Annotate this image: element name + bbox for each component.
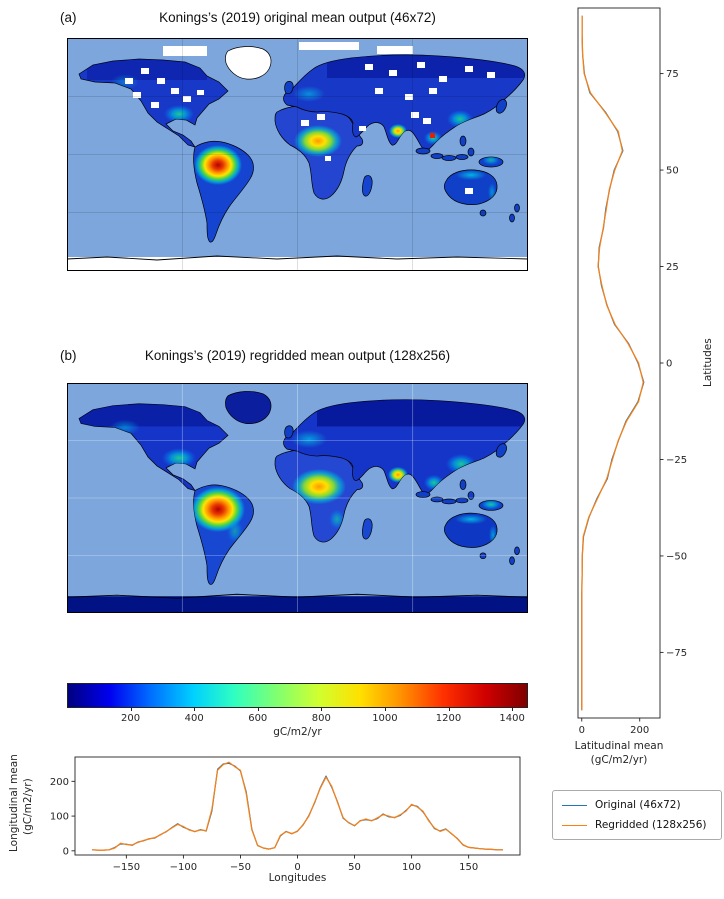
lat-ytick-label: 50 (666, 166, 679, 177)
map-panel-b (67, 383, 528, 613)
lon-xtick-label: 150 (459, 862, 478, 873)
lon-ytick-label: 0 (63, 846, 69, 857)
lon-ylabel-line2: (gC/m2/yr) (22, 778, 34, 835)
antarctica-a (67, 255, 528, 271)
lon-xtick-label: 100 (402, 862, 421, 873)
legend-label-regridded: Regridded (128x256) (595, 819, 707, 831)
colorbar-tick-label: 1200 (435, 713, 462, 724)
lat-ylabel: Latitudes (702, 338, 714, 387)
lon-xtick-label: −50 (230, 862, 251, 873)
lat-ytick-label: 0 (666, 359, 672, 370)
lon-ylabel-line1: Longitudinal mean (8, 754, 20, 852)
map-panel-a (67, 38, 528, 271)
colorbar-unit-label: gC/m2/yr (273, 726, 322, 738)
colorbar-tick-label: 400 (184, 713, 204, 724)
lat-ytick-label: −50 (666, 551, 687, 562)
lat-ytick-label: −75 (666, 648, 687, 659)
lon-xtick-label: 0 (294, 862, 300, 873)
colorbar-tick-label: 800 (311, 713, 331, 724)
colorbar-tick-mark (512, 708, 514, 711)
colorbar-ticks: 200 400 600 800 1000 1200 1400 (67, 708, 528, 728)
lat-xlabel-line2: (gC/m2/yr) (590, 754, 648, 766)
colorbar-tick-mark (130, 708, 132, 711)
colorbar-tick-mark (257, 708, 259, 711)
colorbar-tick-mark (448, 708, 450, 711)
lat-ytick-label: 75 (666, 69, 679, 80)
panel-a-tag: (a) (60, 10, 77, 25)
lat-xlabel-line1: Latitudinal mean (574, 740, 664, 752)
colorbar-tick-mark (321, 708, 323, 711)
panel-b-tag: (b) (60, 348, 77, 363)
lat-ytick-label: −25 (666, 455, 687, 466)
lat-ytick-label: 25 (666, 262, 679, 273)
lat-plot-box (577, 7, 661, 719)
map-b-border (67, 383, 528, 613)
legend-item-original: Original (46x72) (562, 799, 712, 811)
lon-xtick-label: 50 (348, 862, 361, 873)
legend-item-regridded: Regridded (128x256) (562, 819, 712, 831)
graticule-b (67, 383, 528, 613)
lat-xtick-label: 0 (579, 725, 585, 736)
lon-ytick-label: 100 (50, 812, 69, 823)
missing-cells-a (125, 62, 495, 194)
lon-plot-box (74, 756, 521, 856)
colorbar-tick-label: 1400 (499, 713, 525, 724)
map-a-border (67, 38, 528, 271)
legend-label-original: Original (46x72) (595, 799, 681, 811)
longitudinal-mean-chart: −150 −100 −50 0 50 100 150 0 100 200 (50, 756, 521, 873)
colorbar-tick-mark (384, 708, 386, 711)
lon-xtick-label: −100 (170, 862, 197, 873)
latitudinal-mean-chart: 0 200 75 50 25 0 −25 −50 −75 (577, 7, 687, 736)
lon-xlabel: Longitudes (268, 872, 327, 884)
legend-line-regridded (562, 824, 587, 826)
colorbar-tick-label: 200 (121, 713, 141, 724)
legend-line-original (562, 804, 587, 806)
lat-series-regridded-128x256- (581, 15, 644, 711)
colorbar-tick-mark (194, 708, 196, 711)
graticule-a (67, 38, 528, 271)
lon-ytick-label: 200 (50, 777, 69, 788)
lon-xtick-label: −150 (113, 862, 140, 873)
lon-series-regridded-128x256- (92, 761, 503, 851)
colorbar-tick-label: 1000 (372, 713, 398, 724)
legend: Original (46x72) Regridded (128x256) (552, 790, 722, 840)
colorbar-tick-label: 600 (248, 713, 268, 724)
panel-b-title: Konings’s (2019) regridded mean output (… (144, 348, 451, 363)
panel-a-title: Konings’s (2019) original mean output (4… (159, 10, 436, 25)
lat-xtick-label: 200 (630, 725, 649, 736)
arctic-missing-a (163, 42, 413, 56)
colorbar (67, 683, 528, 708)
